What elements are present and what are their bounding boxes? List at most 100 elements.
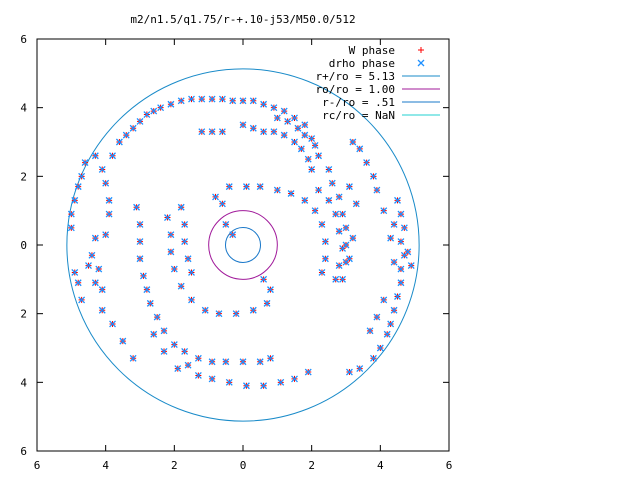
drho-phase-point <box>67 210 75 218</box>
drho-phase-point <box>380 207 388 215</box>
drho-phase-point <box>318 269 326 276</box>
drho-phase-point <box>67 224 75 232</box>
drho-phase-point <box>242 382 250 390</box>
drho-phase-point <box>390 220 398 228</box>
drho-phase-point <box>270 128 278 136</box>
drho-phase-point <box>239 97 247 105</box>
data-points <box>67 95 415 390</box>
drho-phase-point <box>194 354 202 362</box>
drho-phase-point <box>267 354 274 362</box>
drho-phase-point <box>184 361 192 369</box>
drho-phase-point <box>376 344 384 352</box>
drho-phase-point <box>136 238 144 246</box>
drho-phase-point <box>345 183 353 191</box>
drho-phase-point <box>225 183 233 191</box>
drho-phase-point <box>297 145 305 153</box>
drho-phase-point <box>339 210 347 218</box>
drho-phase-point <box>260 382 268 390</box>
drho-phase-point <box>356 145 364 153</box>
drho-phase-point <box>249 306 257 314</box>
drho-phase-point <box>170 265 178 273</box>
drho-phase-point <box>102 179 110 187</box>
drho-phase-point <box>239 358 247 366</box>
drho-phase-point <box>390 258 398 266</box>
drho-phase-point <box>366 327 374 335</box>
drho-phase-point <box>201 306 209 314</box>
drho-phase-point <box>387 234 395 242</box>
drho-phase-point <box>91 279 99 287</box>
drho-phase-point <box>109 152 116 160</box>
drho-phase-point <box>167 248 175 256</box>
drho-phase-point <box>287 190 295 197</box>
drho-phase-point <box>397 238 405 246</box>
drho-phase-point <box>208 95 216 103</box>
x-tick-label: 2 <box>171 459 178 472</box>
drho-phase-point <box>232 310 240 318</box>
drho-phase-point <box>115 138 123 146</box>
drho-phase-point <box>263 299 271 307</box>
x-tick-label: 0 <box>240 459 247 472</box>
y-tick-label: 0 <box>20 239 27 252</box>
drho-phase-point <box>81 159 89 167</box>
drho-phase-point <box>239 121 247 129</box>
legend-label: ro/ro = 1.00 <box>316 83 395 96</box>
drho-phase-point <box>315 152 322 160</box>
drho-phase-point <box>222 358 230 366</box>
drho-phase-point <box>105 196 113 204</box>
y-tick-label: 4 <box>20 376 27 389</box>
drho-phase-point <box>397 279 405 287</box>
drho-phase-point <box>321 255 329 263</box>
drho-phase-point <box>311 207 319 215</box>
x-tick-label: 2 <box>308 459 315 472</box>
drho-phase-point <box>160 347 168 355</box>
drho-phase-point <box>136 255 144 263</box>
drho-phase-point <box>78 296 86 304</box>
drho-phase-point <box>181 220 189 228</box>
drho-phase-point <box>349 234 357 242</box>
drho-phase-point <box>373 313 381 321</box>
legend-marker-cross <box>417 59 425 67</box>
drho-phase-point <box>301 196 309 204</box>
drho-phase-point <box>304 368 312 376</box>
drho-phase-point <box>212 193 219 201</box>
drho-phase-point <box>102 231 110 239</box>
reference-circle <box>224 226 262 264</box>
drho-phase-point <box>352 200 360 208</box>
drho-phase-point <box>91 234 99 242</box>
drho-phase-point <box>167 231 175 239</box>
drho-phase-point <box>370 354 377 362</box>
reference-circles <box>66 68 420 422</box>
drho-phase-point <box>133 203 141 211</box>
drho-phase-point <box>387 320 395 328</box>
drho-phase-point <box>301 131 309 139</box>
drho-phase-point <box>143 286 151 294</box>
drho-phase-point <box>356 365 364 373</box>
y-tick-label: 6 <box>20 445 27 458</box>
y-tick-label: 2 <box>20 308 27 321</box>
drho-phase-point <box>174 365 182 373</box>
drho-phase-point <box>291 114 298 122</box>
drho-phase-point <box>150 107 158 115</box>
drho-phase-point <box>394 196 401 204</box>
drho-phase-point <box>345 368 353 376</box>
x-tick-label: 6 <box>446 459 453 472</box>
drho-phase-point <box>404 248 412 256</box>
drho-phase-point <box>308 166 316 173</box>
drho-phase-point <box>308 135 316 143</box>
drho-phase-point <box>218 200 226 208</box>
drho-phase-point <box>397 210 405 218</box>
drho-phase-point <box>301 121 309 129</box>
drho-phase-point <box>370 172 377 180</box>
drho-phase-point <box>339 275 347 283</box>
drho-phase-point <box>380 296 388 304</box>
drho-phase-point <box>188 296 195 304</box>
drho-phase-point <box>91 152 99 160</box>
drho-phase-point <box>321 238 329 246</box>
drho-phase-point <box>129 124 137 132</box>
drho-phase-point <box>150 330 158 338</box>
reference-circle <box>66 68 420 422</box>
drho-phase-point <box>109 320 116 328</box>
drho-phase-point <box>129 354 137 362</box>
